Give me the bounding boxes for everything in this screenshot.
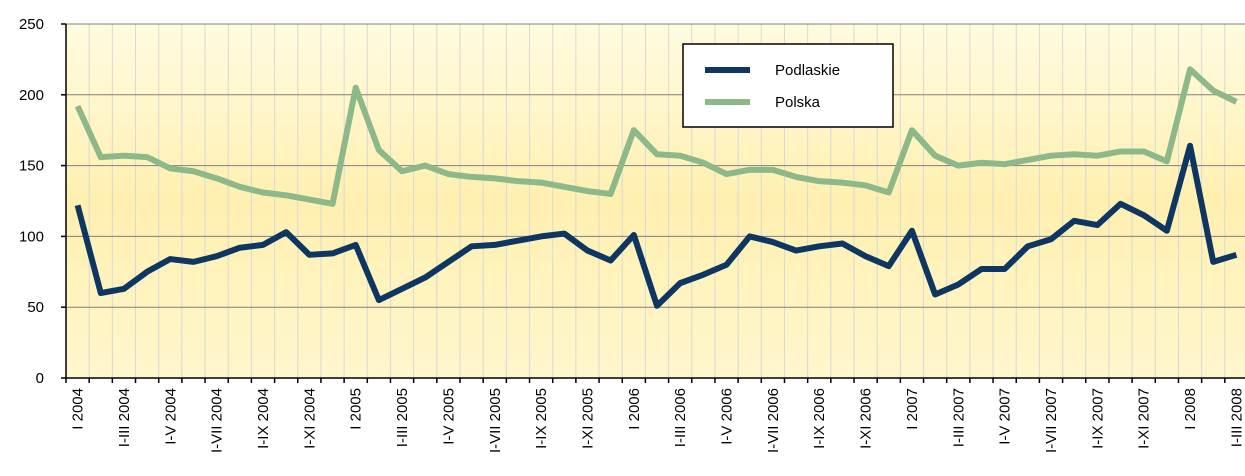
x-tick-label: I-VII 2007 [1043,388,1060,453]
legend-label: Polska [775,94,821,111]
x-tick-label: I-V 2006 [719,388,736,445]
legend-box [682,43,894,128]
x-tick-label: I-IX 2007 [1089,388,1106,449]
x-tick-label: I-V 2004 [162,388,179,445]
x-tick-label: I-IX 2005 [533,388,550,449]
legend: Podlaskie Polska [682,43,894,128]
y-tick-label: 200 [19,87,44,104]
x-tick-label: I 2007 [904,388,921,430]
series-line [74,66,1238,207]
x-tick-label: I-VII 2006 [765,388,782,453]
x-tick-label: I-III 2008 [1228,388,1245,447]
x-tick-label: I-XI 2004 [301,388,318,449]
y-tick-label: 50 [27,299,44,316]
x-tick-label: I 2004 [70,388,87,430]
x-tick-label: I-III 2006 [672,388,689,447]
y-tick-label: 250 [19,16,44,33]
x-tick-label: I-III 2005 [394,388,411,447]
x-tick-label: I 2008 [1182,388,1199,430]
x-tick-label: I-XI 2005 [579,388,596,449]
x-tick-label: I-V 2007 [997,388,1014,445]
x-tick-label: I-III 2004 [116,388,133,447]
x-tick-label: I-IX 2004 [255,388,272,449]
series-line [74,142,1238,309]
y-tick-label: 100 [19,228,44,245]
legend-label: Podlaskie [775,62,840,79]
lines [74,66,1238,309]
x-tick-label: I-VII 2005 [487,388,504,453]
x-tick-label: I-XI 2006 [858,388,875,449]
x-tick-label: I 2005 [348,388,365,430]
x-tick-label: I 2006 [626,388,643,430]
plot-area [66,24,1245,378]
x-tick-label: I-XI 2007 [1136,388,1153,449]
y-tick-label: 150 [19,158,44,175]
x-tick-label: I-V 2005 [440,388,457,445]
y-tick-label: 0 [36,370,44,387]
axes: 0 50 100 150 200 250 I 2004 I-III 2004 I-V 2004 I… [19,16,1245,453]
x-tick-label: I-III 2007 [950,388,967,447]
x-tick-label: I-IX 2006 [811,388,828,449]
x-tick-label: I-VII 2004 [209,388,226,453]
